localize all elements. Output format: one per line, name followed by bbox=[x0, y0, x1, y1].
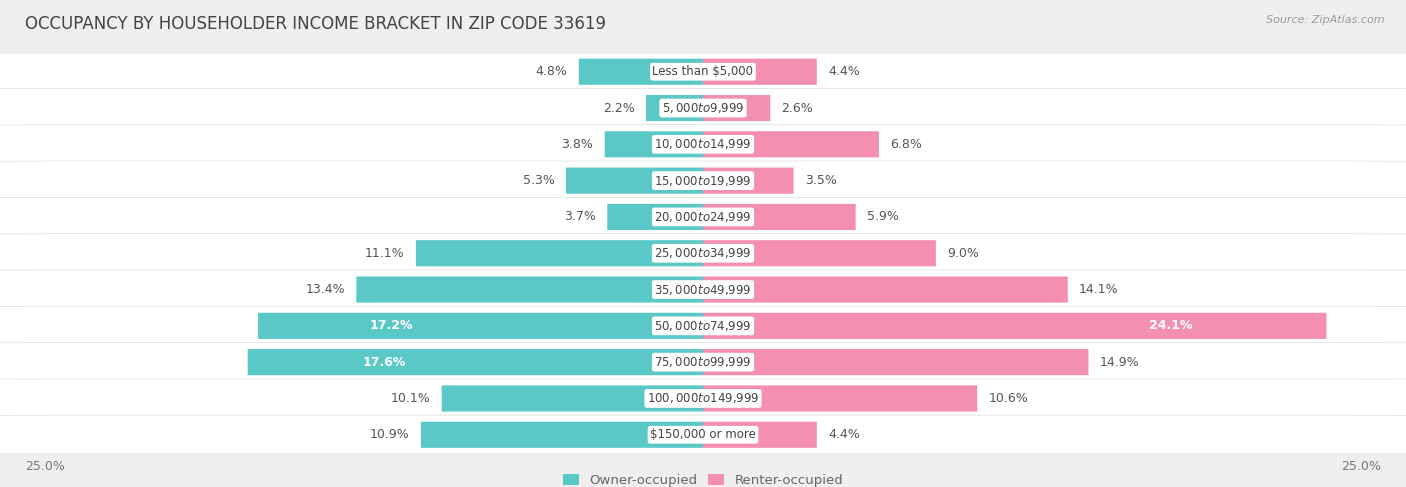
Text: $50,000 to $74,999: $50,000 to $74,999 bbox=[654, 319, 752, 333]
Text: 13.4%: 13.4% bbox=[305, 283, 344, 296]
FancyBboxPatch shape bbox=[0, 161, 1406, 200]
FancyBboxPatch shape bbox=[0, 125, 1406, 164]
Text: 4.4%: 4.4% bbox=[828, 428, 860, 441]
Text: 3.8%: 3.8% bbox=[561, 138, 593, 151]
FancyBboxPatch shape bbox=[703, 95, 770, 121]
Text: 4.4%: 4.4% bbox=[828, 65, 860, 78]
Text: 3.5%: 3.5% bbox=[804, 174, 837, 187]
Text: 4.8%: 4.8% bbox=[536, 65, 568, 78]
Text: $100,000 to $149,999: $100,000 to $149,999 bbox=[647, 392, 759, 406]
FancyBboxPatch shape bbox=[0, 234, 1406, 273]
FancyBboxPatch shape bbox=[441, 385, 703, 412]
Text: 3.7%: 3.7% bbox=[564, 210, 596, 224]
Text: $35,000 to $49,999: $35,000 to $49,999 bbox=[654, 282, 752, 297]
FancyBboxPatch shape bbox=[0, 379, 1406, 418]
FancyBboxPatch shape bbox=[703, 204, 856, 230]
FancyBboxPatch shape bbox=[703, 313, 1326, 339]
Text: 25.0%: 25.0% bbox=[1341, 460, 1381, 473]
FancyBboxPatch shape bbox=[0, 415, 1406, 454]
Text: 10.1%: 10.1% bbox=[391, 392, 430, 405]
FancyBboxPatch shape bbox=[416, 240, 703, 266]
Text: $5,000 to $9,999: $5,000 to $9,999 bbox=[662, 101, 744, 115]
Legend: Owner-occupied, Renter-occupied: Owner-occupied, Renter-occupied bbox=[558, 468, 848, 487]
FancyBboxPatch shape bbox=[703, 385, 977, 412]
Text: $150,000 or more: $150,000 or more bbox=[650, 428, 756, 441]
Text: $25,000 to $34,999: $25,000 to $34,999 bbox=[654, 246, 752, 260]
FancyBboxPatch shape bbox=[0, 342, 1406, 382]
FancyBboxPatch shape bbox=[703, 277, 1067, 302]
Text: 5.9%: 5.9% bbox=[868, 210, 898, 224]
FancyBboxPatch shape bbox=[607, 204, 703, 230]
FancyBboxPatch shape bbox=[647, 95, 703, 121]
Text: 2.6%: 2.6% bbox=[782, 101, 813, 114]
FancyBboxPatch shape bbox=[0, 89, 1406, 128]
Text: 2.2%: 2.2% bbox=[603, 101, 636, 114]
Text: $15,000 to $19,999: $15,000 to $19,999 bbox=[654, 174, 752, 187]
FancyBboxPatch shape bbox=[703, 131, 879, 157]
FancyBboxPatch shape bbox=[605, 131, 703, 157]
FancyBboxPatch shape bbox=[356, 277, 703, 302]
Text: $20,000 to $24,999: $20,000 to $24,999 bbox=[654, 210, 752, 224]
Text: 14.1%: 14.1% bbox=[1078, 283, 1119, 296]
FancyBboxPatch shape bbox=[420, 422, 703, 448]
FancyBboxPatch shape bbox=[0, 197, 1406, 237]
FancyBboxPatch shape bbox=[703, 240, 936, 266]
Text: Source: ZipAtlas.com: Source: ZipAtlas.com bbox=[1267, 15, 1385, 25]
Text: 10.9%: 10.9% bbox=[370, 428, 409, 441]
Text: $75,000 to $99,999: $75,000 to $99,999 bbox=[654, 355, 752, 369]
Text: 10.6%: 10.6% bbox=[988, 392, 1028, 405]
FancyBboxPatch shape bbox=[703, 58, 817, 85]
Text: OCCUPANCY BY HOUSEHOLDER INCOME BRACKET IN ZIP CODE 33619: OCCUPANCY BY HOUSEHOLDER INCOME BRACKET … bbox=[25, 15, 606, 33]
FancyBboxPatch shape bbox=[0, 306, 1406, 345]
FancyBboxPatch shape bbox=[0, 52, 1406, 92]
FancyBboxPatch shape bbox=[703, 422, 817, 448]
Text: 11.1%: 11.1% bbox=[366, 247, 405, 260]
Text: 17.2%: 17.2% bbox=[370, 319, 413, 332]
Text: 9.0%: 9.0% bbox=[948, 247, 979, 260]
Text: 6.8%: 6.8% bbox=[890, 138, 922, 151]
Text: 17.6%: 17.6% bbox=[363, 356, 406, 369]
FancyBboxPatch shape bbox=[247, 349, 703, 375]
FancyBboxPatch shape bbox=[703, 168, 793, 194]
FancyBboxPatch shape bbox=[565, 168, 703, 194]
Text: 25.0%: 25.0% bbox=[25, 460, 65, 473]
Text: 14.9%: 14.9% bbox=[1099, 356, 1139, 369]
FancyBboxPatch shape bbox=[259, 313, 703, 339]
Text: Less than $5,000: Less than $5,000 bbox=[652, 65, 754, 78]
FancyBboxPatch shape bbox=[703, 349, 1088, 375]
FancyBboxPatch shape bbox=[579, 58, 703, 85]
Text: 24.1%: 24.1% bbox=[1149, 319, 1192, 332]
FancyBboxPatch shape bbox=[0, 270, 1406, 309]
Text: 5.3%: 5.3% bbox=[523, 174, 554, 187]
Text: $10,000 to $14,999: $10,000 to $14,999 bbox=[654, 137, 752, 151]
